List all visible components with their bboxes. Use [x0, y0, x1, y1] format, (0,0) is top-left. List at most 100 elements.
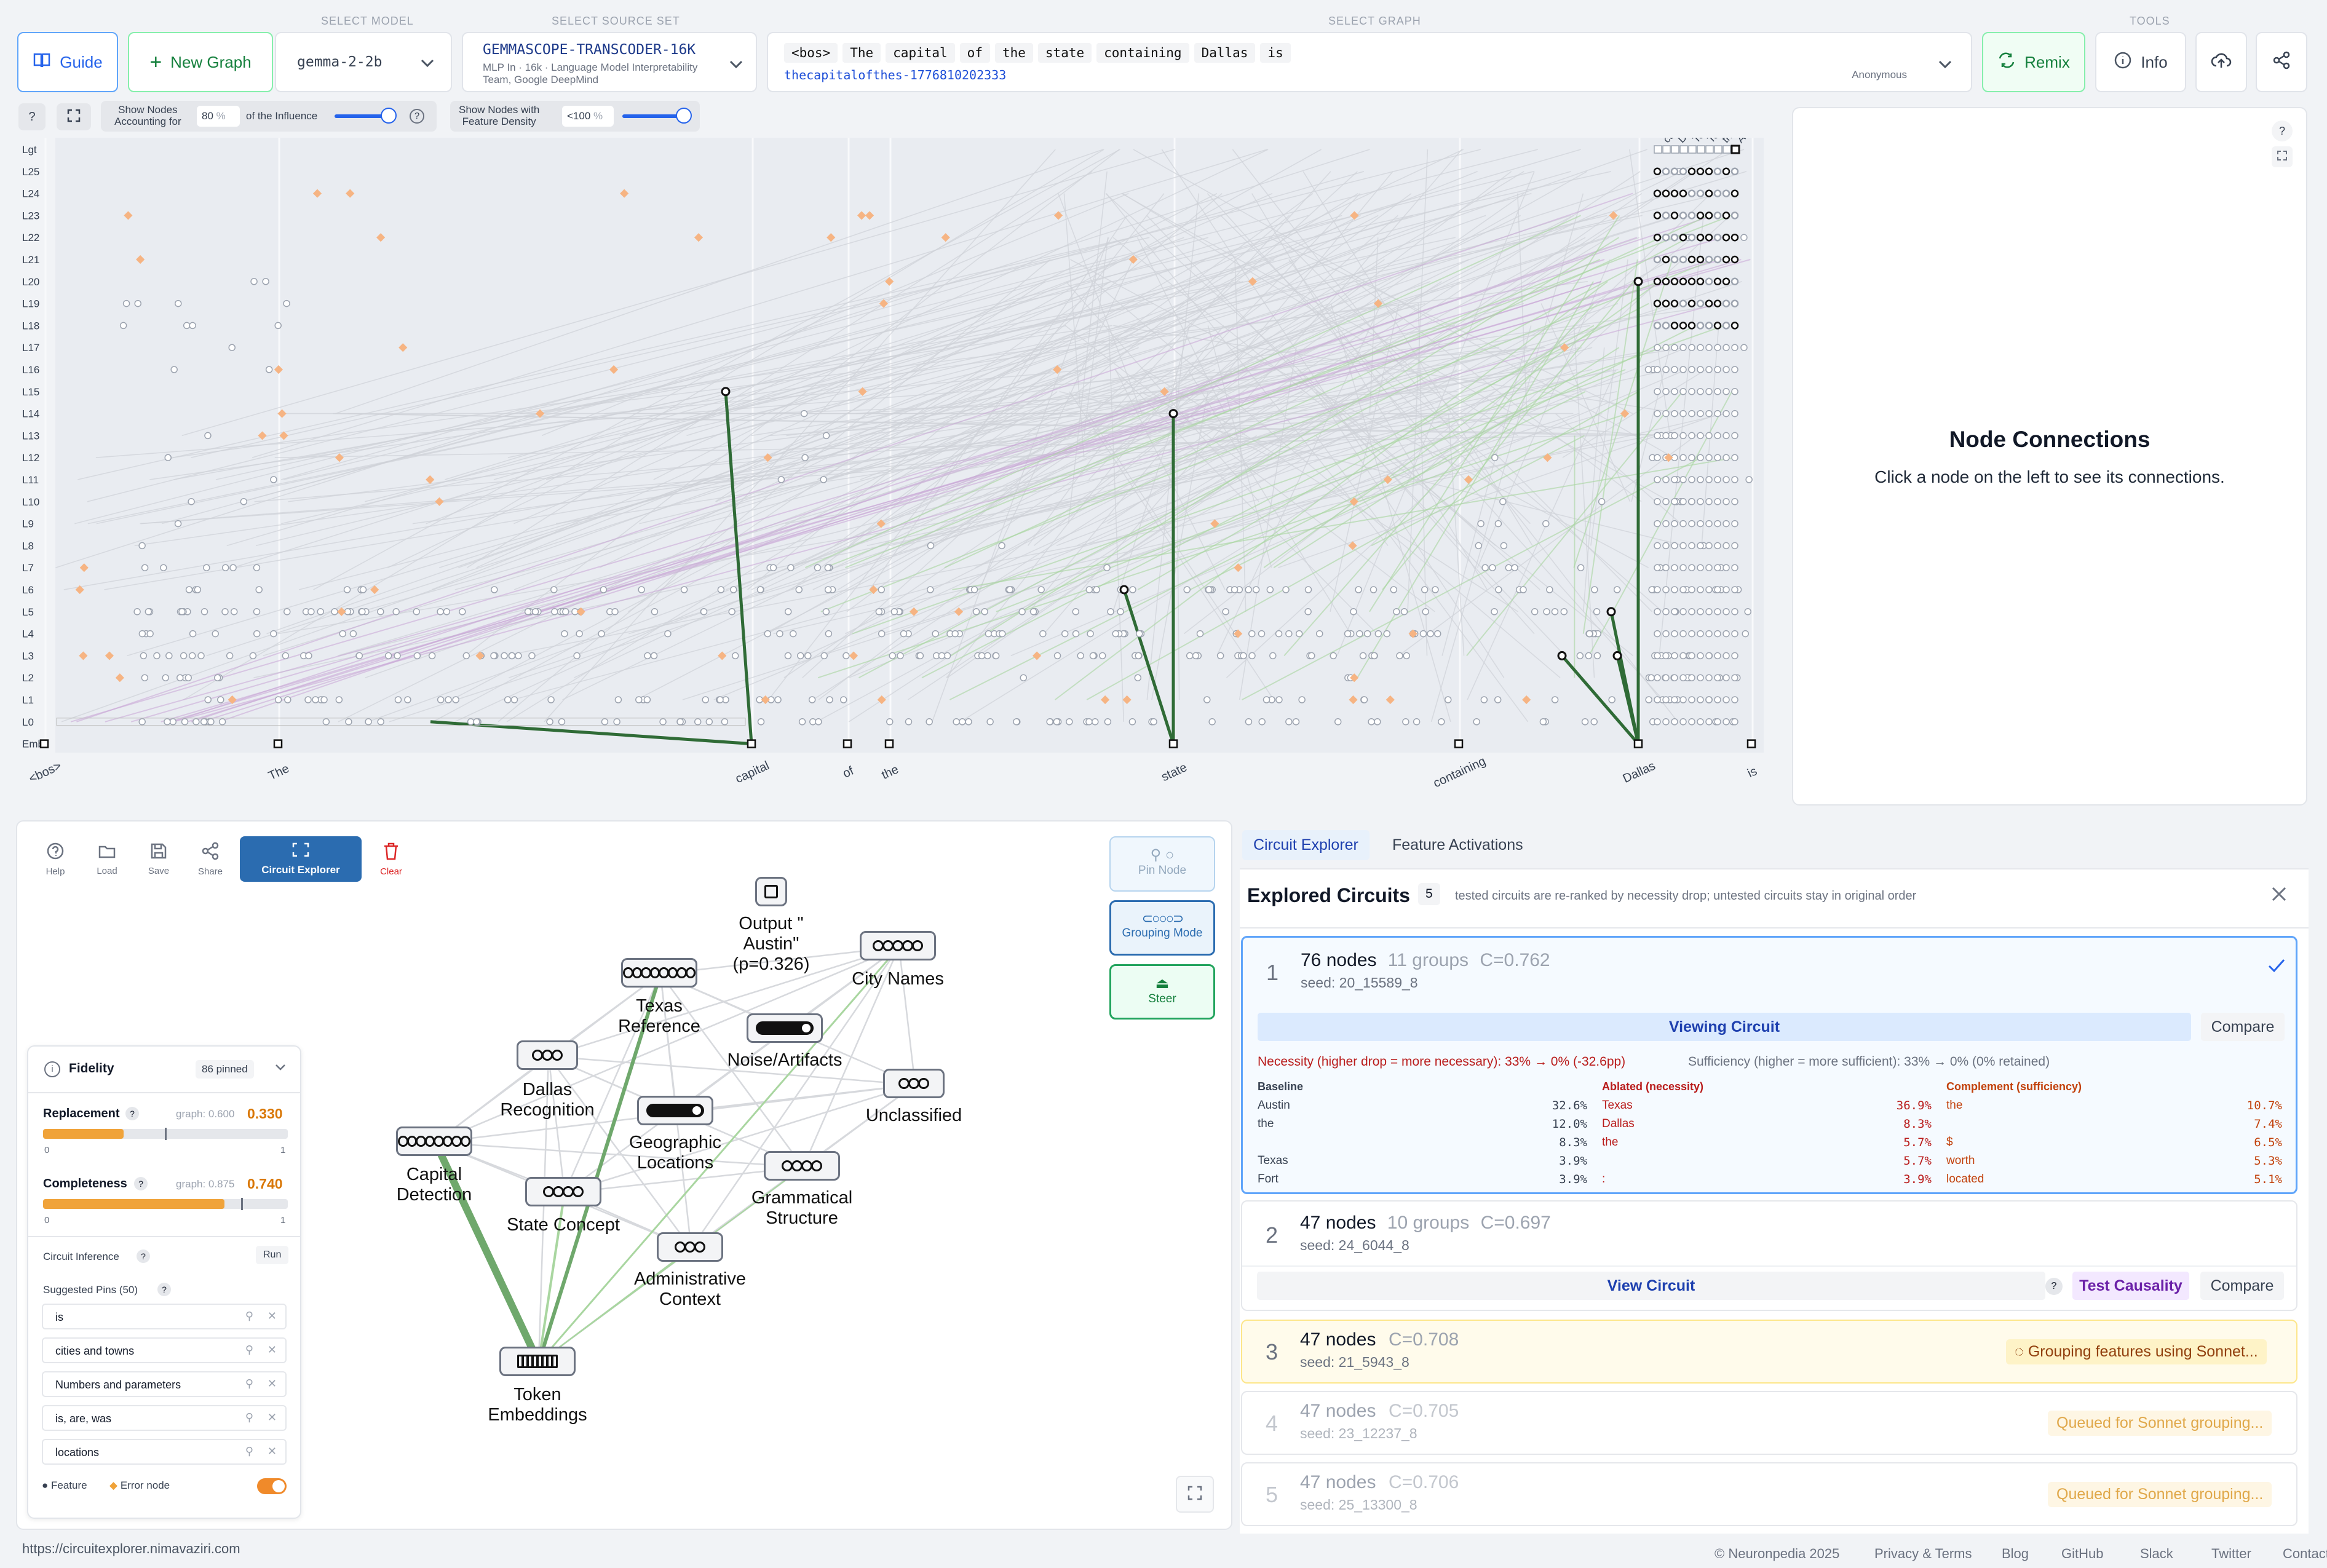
replacement-help-icon[interactable]: ?: [125, 1107, 139, 1120]
suggested-pin[interactable]: is ⚲ ✕: [42, 1304, 287, 1329]
supernode[interactable]: [755, 877, 787, 906]
suggested-pin[interactable]: locations ⚲ ✕: [42, 1439, 287, 1465]
pin-icon[interactable]: ⚲: [245, 1344, 253, 1356]
close-icon[interactable]: ✕: [267, 1377, 277, 1390]
circuit-inference-help-icon[interactable]: ?: [137, 1249, 150, 1263]
embedding-node[interactable]: [273, 739, 283, 748]
influence-slider[interactable]: [335, 108, 402, 124]
pin-icon[interactable]: ⚲: [245, 1377, 253, 1390]
supernode[interactable]: [525, 1177, 601, 1206]
clear-tool[interactable]: Clear: [369, 836, 413, 882]
supernode[interactable]: [396, 1127, 472, 1156]
footer-link[interactable]: GitHub: [2061, 1546, 2104, 1561]
footer-link[interactable]: Contact: [2283, 1546, 2327, 1561]
connections-expand-button[interactable]: [2272, 146, 2293, 167]
circuit-card-5[interactable]: 5 47 nodes C=0.706 seed: 25_13300_8 Queu…: [1241, 1462, 2297, 1526]
suggested-pins-help-icon[interactable]: ?: [157, 1283, 171, 1296]
upload-button[interactable]: [2195, 32, 2247, 92]
attribution-graph[interactable]: Lgt L25 L24 L23 L22 L21 L20 L19 L18 L17 L16 L15 L14 L…: [0, 138, 1783, 808]
circuit-card-2[interactable]: 2 47 nodes 10 groups C=0.697 seed: 24_60…: [1241, 1200, 2297, 1311]
compare-button[interactable]: Compare: [2201, 1013, 2285, 1041]
question-icon[interactable]: ?: [410, 109, 424, 124]
close-icon[interactable]: [2270, 885, 2288, 906]
influence-slider-thumb[interactable]: [381, 108, 397, 124]
new-graph-button[interactable]: + New Graph: [128, 32, 273, 92]
pin-icon[interactable]: ⚲: [245, 1445, 253, 1457]
supernode[interactable]: [517, 1040, 578, 1070]
close-icon[interactable]: ✕: [267, 1310, 277, 1322]
view-circuit-button[interactable]: View Circuit: [1257, 1272, 2045, 1300]
embedding-node[interactable]: [1454, 739, 1464, 748]
footer-url[interactable]: https://circuitexplorer.nimavaziri.com: [22, 1541, 240, 1556]
embedding-node[interactable]: [842, 739, 852, 748]
load-tool[interactable]: Load: [84, 836, 130, 882]
footer-link[interactable]: Privacy & Terms: [1874, 1546, 1972, 1561]
close-icon[interactable]: ✕: [267, 1445, 277, 1457]
completeness-help-icon[interactable]: ?: [134, 1177, 148, 1190]
pin-icon[interactable]: ⚲: [245, 1411, 253, 1423]
info-button[interactable]: Info: [2095, 32, 2186, 92]
close-icon[interactable]: ✕: [267, 1411, 277, 1423]
embedding-node[interactable]: [39, 739, 49, 748]
supernode[interactable]: [637, 1096, 713, 1125]
steer-button[interactable]: ⏏ Steer: [1109, 964, 1215, 1020]
suggested-pin[interactable]: Numbers and parameters ⚲ ✕: [42, 1371, 287, 1397]
circuit-card-1[interactable]: 1 76 nodes 11 groups C=0.762 seed: 20_15…: [1241, 936, 2297, 1194]
pin-node-button[interactable]: ⚲ ○ Pin Node: [1109, 836, 1215, 892]
viewing-circuit-button[interactable]: Viewing Circuit: [1258, 1013, 2191, 1041]
subgraph-fullscreen-button[interactable]: [1176, 1476, 1214, 1513]
fullscreen-button[interactable]: [57, 103, 91, 130]
model-select[interactable]: gemma-2-2b: [275, 32, 452, 92]
suggested-pin[interactable]: cities and towns ⚲ ✕: [42, 1337, 287, 1363]
supernode[interactable]: [860, 931, 936, 960]
supernode[interactable]: [764, 1151, 840, 1181]
circuit-card-4[interactable]: 4 47 nodes C=0.705 seed: 23_12237_8 Queu…: [1241, 1391, 2297, 1455]
pin-icon[interactable]: ⚲: [245, 1310, 253, 1322]
share-button[interactable]: [2256, 32, 2307, 92]
prompt-token: of: [959, 43, 990, 63]
embedding-node[interactable]: [1168, 739, 1178, 748]
density-input[interactable]: <100 %: [562, 106, 614, 127]
density-slider[interactable]: [622, 108, 692, 124]
source-set-select[interactable]: GEMMASCOPE-TRANSCODER-16K MLP In · 16k ·…: [462, 32, 757, 92]
supernode[interactable]: [657, 1232, 723, 1262]
supernode[interactable]: [621, 958, 697, 988]
close-icon[interactable]: ✕: [267, 1344, 277, 1356]
tab-feature-activations[interactable]: Feature Activations: [1392, 836, 1523, 853]
supernode[interactable]: [747, 1013, 823, 1043]
share-tool[interactable]: Share: [187, 836, 234, 882]
footer-link[interactable]: Twitter: [2211, 1546, 2251, 1561]
footer-link[interactable]: Blog: [2002, 1546, 2029, 1561]
footer-link[interactable]: Slack: [2140, 1546, 2173, 1561]
grouping-mode-button[interactable]: ⊂○○○⊃ Grouping Mode: [1109, 900, 1215, 956]
density-slider-thumb[interactable]: [676, 108, 692, 124]
supernode[interactable]: [883, 1069, 945, 1098]
embedding-node[interactable]: [1746, 739, 1756, 748]
feature-dot-icon: [912, 940, 923, 951]
help-tool[interactable]: Help: [32, 836, 79, 882]
circuit-explorer-tool[interactable]: Circuit Explorer: [240, 836, 362, 882]
save-tool[interactable]: Save: [135, 836, 182, 882]
supernode[interactable]: [499, 1347, 576, 1376]
layer-label: L14: [22, 408, 39, 420]
compare-button[interactable]: Compare: [2200, 1272, 2284, 1300]
graph-help-button[interactable]: ?: [18, 103, 46, 130]
graph-nodes[interactable]: [75, 167, 1753, 726]
chevron-down-icon[interactable]: [274, 1063, 287, 1075]
suggested-pin[interactable]: is, are, was ⚲ ✕: [42, 1405, 287, 1431]
error-node-toggle[interactable]: [257, 1478, 287, 1494]
circuit-completeness: C=0.762: [1480, 950, 1550, 970]
embedding-node[interactable]: [884, 739, 894, 748]
circuit-card-3[interactable]: 3 47 nodes C=0.708 seed: 21_5943_8 ◌ Gro…: [1241, 1320, 2297, 1384]
guide-button[interactable]: Guide: [17, 32, 118, 92]
causality-help-icon[interactable]: ?: [2045, 1278, 2063, 1295]
influence-input[interactable]: 80 %: [197, 106, 240, 127]
graph-select[interactable]: <bos> The capital of the state containing Dalla…: [767, 32, 1972, 92]
embedding-node[interactable]: [1633, 739, 1643, 748]
embedding-node[interactable]: [747, 739, 756, 748]
remix-button[interactable]: Remix: [1982, 32, 2085, 92]
test-causality-button[interactable]: Test Causality: [2072, 1272, 2189, 1300]
connections-help-button[interactable]: ?: [2272, 121, 2293, 141]
run-button[interactable]: Run: [256, 1246, 289, 1264]
tab-circuit-explorer[interactable]: Circuit Explorer: [1242, 830, 1370, 860]
